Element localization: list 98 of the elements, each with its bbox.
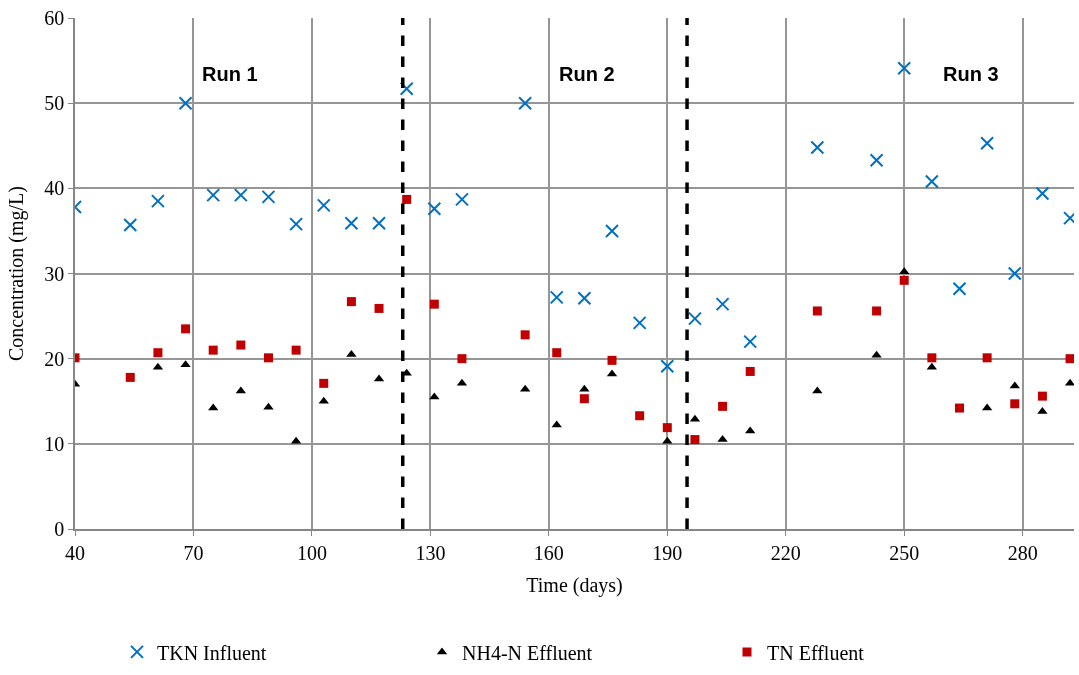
point [687, 311, 702, 326]
point [454, 192, 469, 207]
point [402, 194, 412, 204]
point [579, 394, 589, 404]
y-tick-label: 50 [44, 92, 65, 115]
point [552, 348, 562, 358]
point [208, 345, 218, 355]
point [429, 392, 440, 400]
point [153, 348, 163, 358]
point [123, 217, 138, 232]
point [924, 174, 939, 189]
point [261, 189, 276, 204]
point [982, 353, 992, 363]
point [1035, 186, 1050, 201]
point [660, 359, 675, 374]
point [745, 426, 756, 434]
y-tick-label: 0 [54, 518, 65, 540]
legend-label: TN Effluent [767, 641, 865, 664]
x-tick-label: 70 [183, 541, 204, 564]
point [810, 140, 825, 155]
point [399, 81, 414, 96]
x-tick-label: 250 [889, 541, 920, 564]
x-tick-label: 220 [770, 541, 801, 564]
x-axis-title: Time (days) [526, 573, 623, 597]
point [427, 201, 442, 216]
point [319, 378, 329, 388]
point [715, 297, 730, 312]
legend-label: TKN Influent [157, 641, 267, 664]
point [318, 396, 329, 404]
point [263, 353, 273, 363]
point [291, 345, 301, 355]
y-tick-label: 20 [44, 347, 65, 370]
point [178, 96, 193, 111]
annotation: Run 2 [559, 63, 615, 85]
x-tick-label: 160 [533, 541, 564, 564]
point [457, 354, 467, 364]
annotation: Run 1 [202, 63, 258, 85]
x-tick-label: 130 [415, 541, 446, 564]
point [233, 188, 248, 203]
point [518, 96, 533, 111]
point [718, 401, 728, 411]
point [1037, 391, 1047, 401]
point [871, 350, 882, 358]
y-tick-label: 60 [44, 7, 65, 29]
point [236, 340, 246, 350]
point [1065, 354, 1074, 364]
x-tick-label: 100 [296, 541, 327, 564]
point [812, 306, 822, 316]
y-axis-title: Concentration (mg/L) [5, 186, 29, 361]
point [346, 297, 356, 307]
point [429, 299, 439, 309]
legend-label: NH4-N Effluent [462, 641, 593, 664]
y-tick-label: 30 [44, 262, 65, 285]
point [954, 403, 964, 413]
point [206, 188, 221, 203]
x-tick-label: 280 [1007, 541, 1038, 564]
point [1037, 406, 1048, 414]
point [690, 435, 700, 445]
point [181, 324, 191, 334]
point [952, 281, 967, 296]
point [125, 372, 135, 382]
point [899, 275, 909, 285]
point [208, 403, 219, 411]
point [1009, 381, 1020, 389]
point [605, 223, 620, 238]
point [549, 290, 564, 305]
point [635, 411, 645, 421]
point [316, 198, 331, 213]
point [869, 153, 884, 168]
point [897, 61, 912, 76]
point [289, 217, 304, 232]
point [899, 267, 910, 275]
point [346, 349, 357, 357]
point [520, 330, 530, 340]
point [372, 216, 387, 231]
point [743, 334, 758, 349]
x-tick-label: 190 [652, 541, 683, 564]
point [577, 291, 592, 306]
x-tick-label: 40 [65, 541, 85, 564]
point [812, 386, 823, 394]
y-tick-label: 10 [44, 432, 65, 455]
annotation: Run 3 [943, 63, 999, 85]
point [662, 423, 672, 433]
point [579, 384, 590, 392]
point [662, 436, 673, 444]
point [927, 353, 937, 363]
point [1007, 266, 1022, 281]
point [1064, 378, 1074, 386]
y-tick-label: 40 [44, 177, 65, 200]
point [872, 306, 882, 316]
point [980, 136, 995, 151]
point [1010, 399, 1020, 409]
point [374, 303, 384, 313]
point [607, 355, 617, 365]
point [150, 194, 165, 209]
point [745, 366, 755, 376]
point [632, 315, 647, 330]
point [344, 216, 359, 231]
